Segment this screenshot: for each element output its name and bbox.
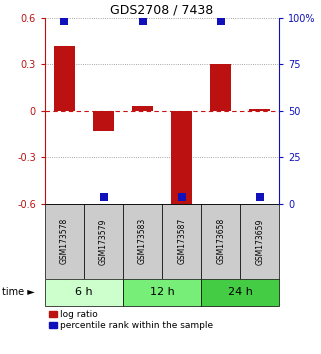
Bar xyxy=(45,279,123,306)
Bar xyxy=(162,204,201,279)
Bar xyxy=(93,111,114,131)
Bar xyxy=(240,204,279,279)
Bar xyxy=(132,106,153,111)
Point xyxy=(257,194,262,199)
Text: GSM173578: GSM173578 xyxy=(60,218,69,264)
Bar xyxy=(201,279,279,306)
Bar xyxy=(210,64,231,111)
Point xyxy=(101,194,106,199)
Text: 12 h: 12 h xyxy=(150,287,175,297)
Title: GDS2708 / 7438: GDS2708 / 7438 xyxy=(110,4,214,17)
Bar xyxy=(45,204,84,279)
Bar xyxy=(54,46,75,111)
Point xyxy=(179,194,184,199)
Bar xyxy=(249,109,271,111)
Bar xyxy=(171,111,192,204)
Point xyxy=(140,19,145,24)
Text: 24 h: 24 h xyxy=(228,287,253,297)
Bar xyxy=(123,204,162,279)
Text: GSM173583: GSM173583 xyxy=(138,218,147,264)
Text: GSM173658: GSM173658 xyxy=(216,218,225,264)
Legend: log ratio, percentile rank within the sample: log ratio, percentile rank within the sa… xyxy=(49,310,213,330)
Text: GSM173587: GSM173587 xyxy=(177,218,186,264)
Bar xyxy=(201,204,240,279)
Point xyxy=(218,19,223,24)
Text: GSM173659: GSM173659 xyxy=(255,218,264,264)
Bar xyxy=(84,204,123,279)
Text: time ►: time ► xyxy=(2,287,34,297)
Point xyxy=(62,19,67,24)
Text: GSM173579: GSM173579 xyxy=(99,218,108,264)
Text: 6 h: 6 h xyxy=(75,287,93,297)
Bar xyxy=(123,279,201,306)
